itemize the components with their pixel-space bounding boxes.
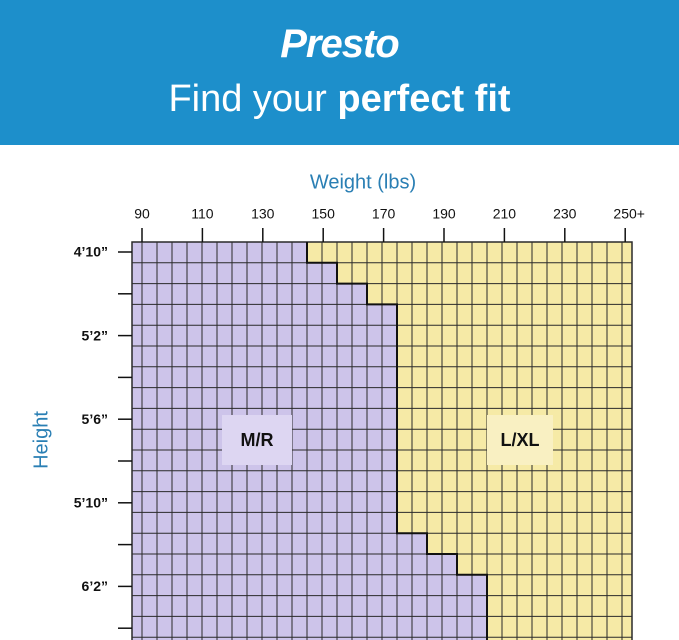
small-label: M/R	[241, 430, 274, 450]
small-label-box	[222, 415, 292, 465]
x-axis-title: Weight (lbs)	[310, 171, 416, 193]
y-tick-label: 5’6”	[82, 411, 108, 427]
brand-logo: Presto	[280, 22, 400, 66]
grid-border	[131, 241, 633, 640]
size-boundary	[306, 242, 488, 640]
x-tick-label: 110	[191, 206, 214, 222]
x-tick-label: 230	[553, 206, 577, 222]
x-tick-label: 170	[372, 206, 396, 222]
small-region	[132, 242, 487, 640]
tagline-bold: perfect fit	[337, 78, 511, 120]
large-label: L/XL	[501, 430, 540, 450]
x-tick-label: 210	[493, 206, 517, 222]
y-tick-label: 5’2”	[82, 327, 108, 343]
y-tick-label: 6’2”	[82, 578, 108, 594]
x-tick-label: 250+	[613, 206, 645, 222]
tagline: Find your perfect fit	[0, 78, 679, 121]
y-tick-label: 4’10”	[74, 244, 108, 260]
header: Presto Find your perfect fit	[0, 0, 679, 145]
x-tick-label: 150	[312, 206, 336, 222]
tagline-text: Find your	[168, 78, 327, 120]
y-axis-title: Height	[30, 411, 52, 469]
x-tick-label: 90	[134, 206, 150, 222]
size-chart: M/R L/XL Weight (lbs) 90 110 130 150 170 190 210 2…	[30, 171, 645, 640]
x-tick-label: 130	[251, 206, 275, 222]
x-tick-label: 190	[432, 206, 456, 222]
y-tick-label: 5’10”	[74, 495, 108, 511]
large-label-box	[487, 415, 553, 465]
